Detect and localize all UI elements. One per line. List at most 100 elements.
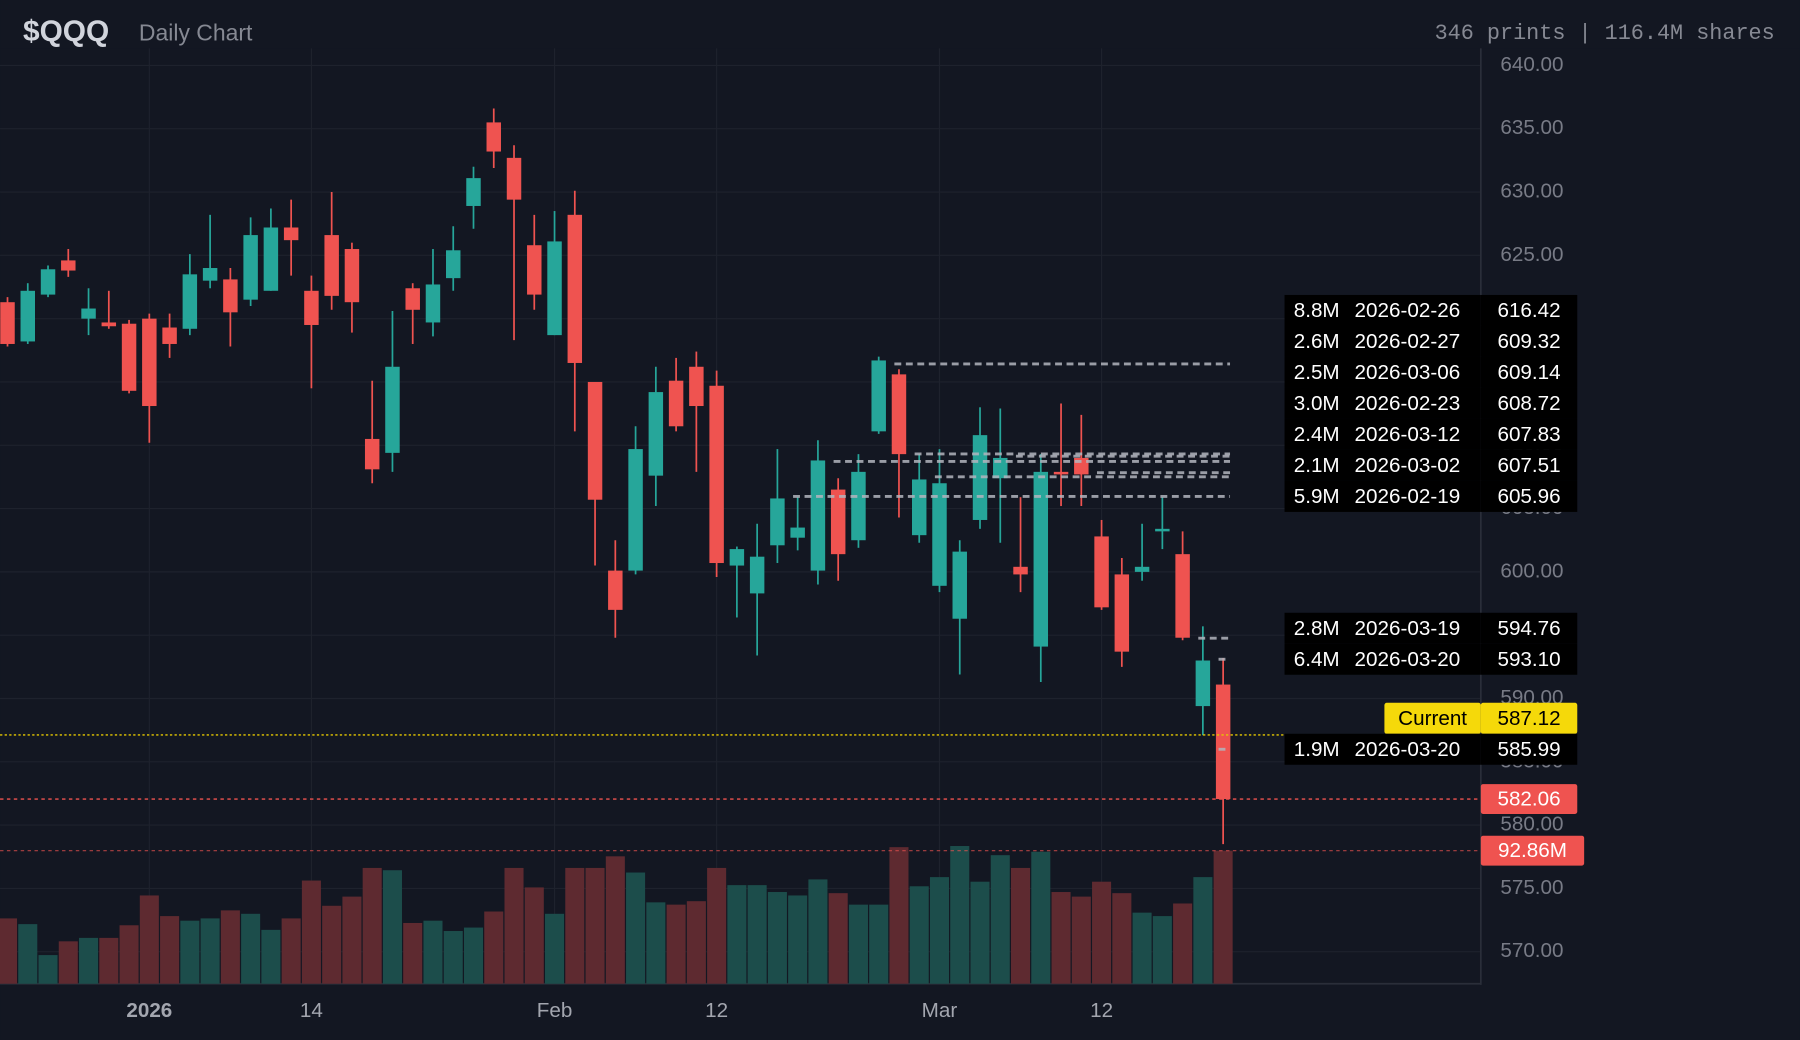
candle-body [1114, 574, 1130, 652]
candle-body [891, 374, 907, 455]
level-info-box [1284, 356, 1481, 388]
volume-bar [362, 867, 382, 984]
level-price: 616.42 [1497, 299, 1560, 322]
level-price-box [1480, 418, 1578, 450]
volume-bar [1173, 903, 1193, 984]
volume-bar [38, 955, 58, 984]
candle-body [993, 457, 1008, 479]
candle-body [243, 235, 258, 300]
level-price: 609.14 [1497, 361, 1560, 384]
candle-body [729, 549, 745, 566]
candle-body [385, 366, 400, 453]
level-price: 607.51 [1497, 454, 1560, 477]
level-price-box [1480, 325, 1578, 357]
level-size: 2.6M [1294, 330, 1340, 353]
volume-bar [1071, 896, 1091, 984]
volume-bar [808, 879, 828, 984]
volume-bar [180, 920, 200, 984]
volume-bar [524, 887, 544, 984]
last-price-badge [1480, 784, 1578, 814]
volume-bar [79, 937, 99, 984]
candle-body [405, 288, 420, 310]
volume-bar [504, 867, 524, 984]
x-tick-label: 2026 [126, 999, 172, 1022]
level-info-box [1284, 325, 1481, 357]
header-background [0, 0, 1800, 49]
candle-body [1195, 660, 1211, 707]
level-price-box [1480, 733, 1578, 765]
candle-body [283, 227, 299, 241]
candle-body [40, 269, 56, 295]
last-price-label: 582.06 [1497, 788, 1560, 811]
candle-body [1175, 554, 1190, 638]
volume-bar [929, 877, 950, 984]
volume-bar [1031, 851, 1051, 984]
candle-body [567, 214, 583, 363]
volume-bar [423, 920, 443, 984]
candle-body [486, 122, 501, 152]
y-tick-label: 580.00 [1500, 813, 1563, 836]
level-date: 2026-03-20 [1355, 648, 1461, 671]
candle-body [466, 178, 481, 206]
candle-body [506, 157, 522, 200]
overlay: 582.06 92.86M 8.8M 2026-02-26 616.42 2.6M 2026… [1284, 294, 1585, 866]
candle-body [121, 323, 137, 391]
candle-body [1094, 536, 1109, 608]
candle-body [668, 380, 684, 427]
x-tick-label: 12 [705, 999, 728, 1022]
volume-bar [119, 925, 139, 984]
level-size: 2.4M [1294, 423, 1340, 446]
y-tick-label: 570.00 [1500, 939, 1563, 962]
level-info-box [1284, 612, 1481, 644]
volume-bar [301, 880, 321, 984]
volume-bar [342, 896, 362, 984]
volume-bar [565, 867, 585, 984]
level-info-box [1284, 643, 1481, 675]
candle-body [1033, 471, 1049, 647]
level-price-box [1480, 612, 1578, 644]
x-tick-label: Mar [922, 999, 958, 1022]
volume-bar [889, 847, 909, 984]
level-date: 2026-03-20 [1355, 738, 1461, 761]
level-price: 607.83 [1497, 423, 1560, 446]
volume-bar [727, 885, 747, 984]
y-tick-label: 630.00 [1500, 179, 1563, 202]
candle-body [871, 360, 886, 432]
volume-bar [1092, 881, 1112, 984]
candle-body [972, 435, 988, 520]
level-size: 2.5M [1294, 361, 1340, 384]
level-price-box [1480, 356, 1578, 388]
level-size: 1.9M [1294, 738, 1340, 761]
volume-bar [605, 856, 625, 984]
level-date: 2026-02-23 [1355, 392, 1461, 415]
candle-body [648, 392, 664, 476]
y-tick-label: 575.00 [1500, 876, 1563, 899]
candle-body [142, 318, 157, 407]
volume-bar [646, 902, 666, 984]
volume-bar [322, 905, 342, 984]
volume-bar [707, 867, 727, 984]
volume-bar [1011, 867, 1031, 984]
volume-bar [828, 893, 848, 984]
volume-bar [686, 901, 706, 984]
current-price-box [1480, 702, 1578, 734]
volume-bar [1213, 850, 1233, 984]
candle-body [952, 551, 967, 619]
candle-body [810, 460, 826, 571]
level-date: 2026-03-06 [1355, 361, 1461, 384]
x-tick-label: Feb [537, 999, 573, 1022]
volume-bar [139, 895, 159, 984]
candle-body [182, 274, 198, 329]
volume-bar [484, 911, 504, 984]
volume-bar [848, 904, 868, 984]
volume-bar [160, 916, 180, 984]
current-label: Current [1398, 707, 1467, 730]
volume-bar [58, 941, 78, 984]
current-price: 587.12 [1497, 707, 1560, 730]
level-info-box [1284, 387, 1481, 419]
candle-body [1013, 566, 1028, 575]
level-date: 2026-03-12 [1355, 423, 1461, 446]
volume-bar [403, 922, 423, 984]
header: $QQQ Daily Chart 346 prints | 116.4M sha… [0, 0, 1800, 49]
